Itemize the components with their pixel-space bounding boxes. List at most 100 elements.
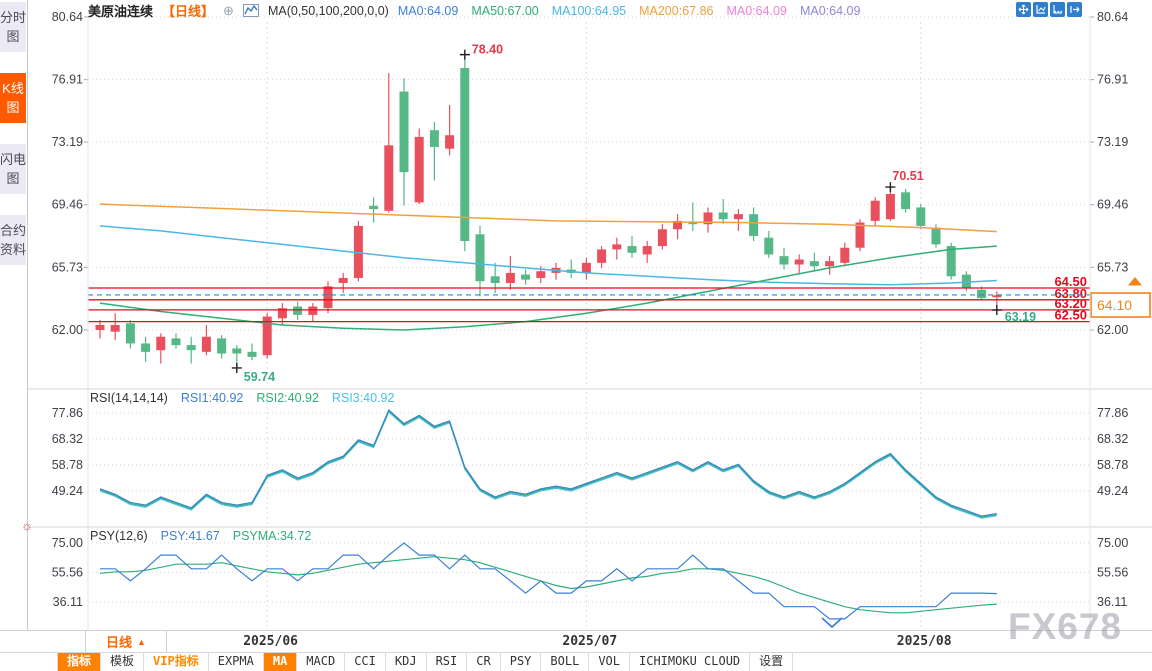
toolbar-item-BOLL[interactable]: BOLL bbox=[541, 653, 590, 671]
main-grid bbox=[88, 16, 1090, 386]
toolbar-item-RSI[interactable]: RSI bbox=[427, 653, 468, 671]
left-sidebar: 分时图 K线图闪电图合约资料 bbox=[0, 0, 28, 630]
svg-text:62.00: 62.00 bbox=[1097, 323, 1128, 337]
psy-line bbox=[100, 542, 997, 620]
svg-text:76.91: 76.91 bbox=[52, 73, 83, 87]
link-icon[interactable]: ⊕ bbox=[223, 2, 234, 18]
rsi-panel-header: RSI(14,14,14) RSI1:40.92 RSI2:40.92 RSI3… bbox=[90, 391, 394, 405]
svg-text:76.91: 76.91 bbox=[1097, 73, 1128, 87]
x-axis-month-label: 2025/07 bbox=[562, 634, 618, 649]
exit-chart-icon[interactable] bbox=[1067, 2, 1082, 17]
ma-value: MA200:67.86 bbox=[639, 3, 714, 18]
chart-style-icon[interactable] bbox=[242, 4, 259, 17]
rsi-params-label: RSI(14,14,14) bbox=[90, 391, 168, 405]
toolbar-item-EXPMA[interactable]: EXPMA bbox=[209, 653, 264, 671]
svg-text:49.24: 49.24 bbox=[52, 484, 83, 498]
toolbar-item-KDJ[interactable]: KDJ bbox=[386, 653, 427, 671]
psy-panel-header: PSY(12,6) PSY:41.67 PSYMA:34.72 bbox=[90, 529, 311, 543]
psy-panel: 75.00 75.00 55.56 55.56 36.11 36.11 bbox=[52, 530, 1128, 628]
toolbar-item-指标[interactable]: 指标 bbox=[57, 653, 102, 671]
toolbar-item-MACD[interactable]: MACD bbox=[297, 653, 346, 671]
svg-text:80.64: 80.64 bbox=[1097, 10, 1128, 24]
svg-text:75.00: 75.00 bbox=[1097, 536, 1128, 550]
period-label: 日线 bbox=[106, 635, 133, 650]
svg-text:55.56: 55.56 bbox=[52, 565, 83, 579]
toolbar-item-ICHIMOKU CLOUD[interactable]: ICHIMOKU CLOUD bbox=[630, 653, 751, 671]
svg-text:80.64: 80.64 bbox=[52, 10, 83, 24]
psy-params-label: PSY(12,6) bbox=[90, 529, 148, 543]
toolbar-item-模板[interactable]: 模板 bbox=[101, 653, 145, 671]
sidebar-tab-合约资料[interactable]: 合约资料 bbox=[0, 215, 26, 265]
x-axis-month-label: 2025/06 bbox=[243, 634, 298, 649]
toolbar-item-CCI[interactable]: CCI bbox=[345, 653, 386, 671]
svg-text:70.51: 70.51 bbox=[892, 169, 923, 183]
pan-icon[interactable] bbox=[1016, 2, 1031, 17]
price-axis-scale-icon[interactable] bbox=[1033, 2, 1048, 17]
sidebar-tab-分时图[interactable]: 分时图 bbox=[0, 2, 26, 52]
toolbar-item-MA[interactable]: MA bbox=[263, 653, 298, 671]
rsi3-value: RSI3:40.92 bbox=[331, 391, 395, 405]
psyma-line bbox=[99, 556, 997, 614]
svg-text:78.40: 78.40 bbox=[472, 43, 503, 57]
sidebar-tab-K线图[interactable]: K线图 bbox=[0, 73, 26, 123]
toolbar-item-VOL[interactable]: VOL bbox=[589, 653, 630, 671]
time-axis-scale-icon[interactable] bbox=[1050, 2, 1065, 17]
rsi2-line bbox=[99, 410, 997, 518]
svg-text:55.56: 55.56 bbox=[1097, 565, 1128, 579]
period-selector[interactable]: 日线 ▲ bbox=[85, 631, 167, 652]
toolbar-item-设置[interactable]: 设置 bbox=[750, 653, 794, 671]
svg-text:69.46: 69.46 bbox=[52, 198, 83, 212]
svg-text:62.50: 62.50 bbox=[1054, 308, 1087, 323]
psy-value: PSY:41.67 bbox=[160, 529, 220, 543]
svg-text:73.19: 73.19 bbox=[52, 135, 83, 149]
rsi1-value: RSI1:40.92 bbox=[180, 391, 244, 405]
watermark: FX678 bbox=[1008, 606, 1123, 647]
rsi3-line bbox=[99, 411, 997, 519]
svg-text:49.24: 49.24 bbox=[1097, 484, 1128, 498]
svg-text:77.86: 77.86 bbox=[1097, 406, 1128, 420]
svg-text:68.32: 68.32 bbox=[52, 432, 83, 446]
collapse-panel-icon[interactable] bbox=[820, 616, 844, 630]
psyma-value: PSYMA:34.72 bbox=[232, 529, 312, 543]
price-annotations: 78.40 70.51 59.74 63.19 bbox=[231, 43, 1036, 384]
x-axis-row: 日线 ▲ 2025/06 2025/07 2025/08 bbox=[0, 630, 1152, 653]
svg-text:62.00: 62.00 bbox=[52, 323, 83, 337]
svg-text:77.86: 77.86 bbox=[52, 406, 83, 420]
svg-text:69.46: 69.46 bbox=[1097, 198, 1128, 212]
toolbar-item-VIP指标[interactable]: VIP指标 bbox=[144, 653, 209, 671]
chart-corner-tools bbox=[1016, 2, 1082, 17]
rsi-panel: 77.86 77.86 68.32 68.32 58.78 58.78 49.24 49.24 bbox=[52, 392, 1128, 526]
svg-text:64.10: 64.10 bbox=[1097, 297, 1132, 313]
svg-text:63.20: 63.20 bbox=[1054, 296, 1087, 311]
x-axis-month-label: 2025/08 bbox=[896, 634, 952, 649]
indicator-toolbar: 指标 模板 VIP指标 EXPMA MA MACD CCI KDJ RSI CR PSY BOLL VO… bbox=[0, 652, 1152, 671]
svg-text:65.73: 65.73 bbox=[1097, 260, 1128, 274]
toolbar-item-PSY[interactable]: PSY bbox=[501, 653, 542, 671]
sidebar-tab-闪电图[interactable]: 闪电图 bbox=[0, 144, 26, 194]
toolbar-item-CR[interactable]: CR bbox=[467, 653, 501, 671]
svg-text:58.78: 58.78 bbox=[1097, 458, 1128, 472]
indicator-params-label: MA(0,50,100,200,0,0) bbox=[267, 3, 389, 18]
ma-value: MA0:64.09 bbox=[397, 3, 459, 18]
current-price-tag: 64.10 bbox=[1090, 277, 1151, 318]
ma-values-group: MA0:64.09 MA50:67.00 MA100:64.95 MA200:67.8… bbox=[398, 4, 861, 18]
ma-value: MA100:64.95 bbox=[551, 3, 627, 18]
candles-layer bbox=[95, 54, 1002, 368]
svg-text:58.78: 58.78 bbox=[52, 458, 83, 472]
period-dropdown-arrow-icon: ▲ bbox=[137, 636, 146, 647]
ma-line-MA200 bbox=[99, 203, 997, 233]
svg-text:59.74: 59.74 bbox=[244, 370, 275, 384]
rsi2-value: RSI2:40.92 bbox=[256, 391, 319, 405]
panel-borders bbox=[27, 17, 1152, 630]
svg-text:63.19: 63.19 bbox=[1005, 310, 1036, 324]
svg-text:75.00: 75.00 bbox=[52, 536, 83, 550]
symbol-name: 美原油连续 bbox=[88, 4, 154, 19]
ma-line-MA100 bbox=[99, 225, 997, 286]
ma-value: MA0:64.09 bbox=[799, 3, 861, 18]
ma-value: MA50:67.00 bbox=[471, 3, 539, 18]
svg-text:68.32: 68.32 bbox=[1097, 432, 1128, 446]
period-tag: 【日线】 bbox=[162, 4, 215, 19]
indicator-settings-icon[interactable]: ☼ bbox=[21, 518, 33, 533]
